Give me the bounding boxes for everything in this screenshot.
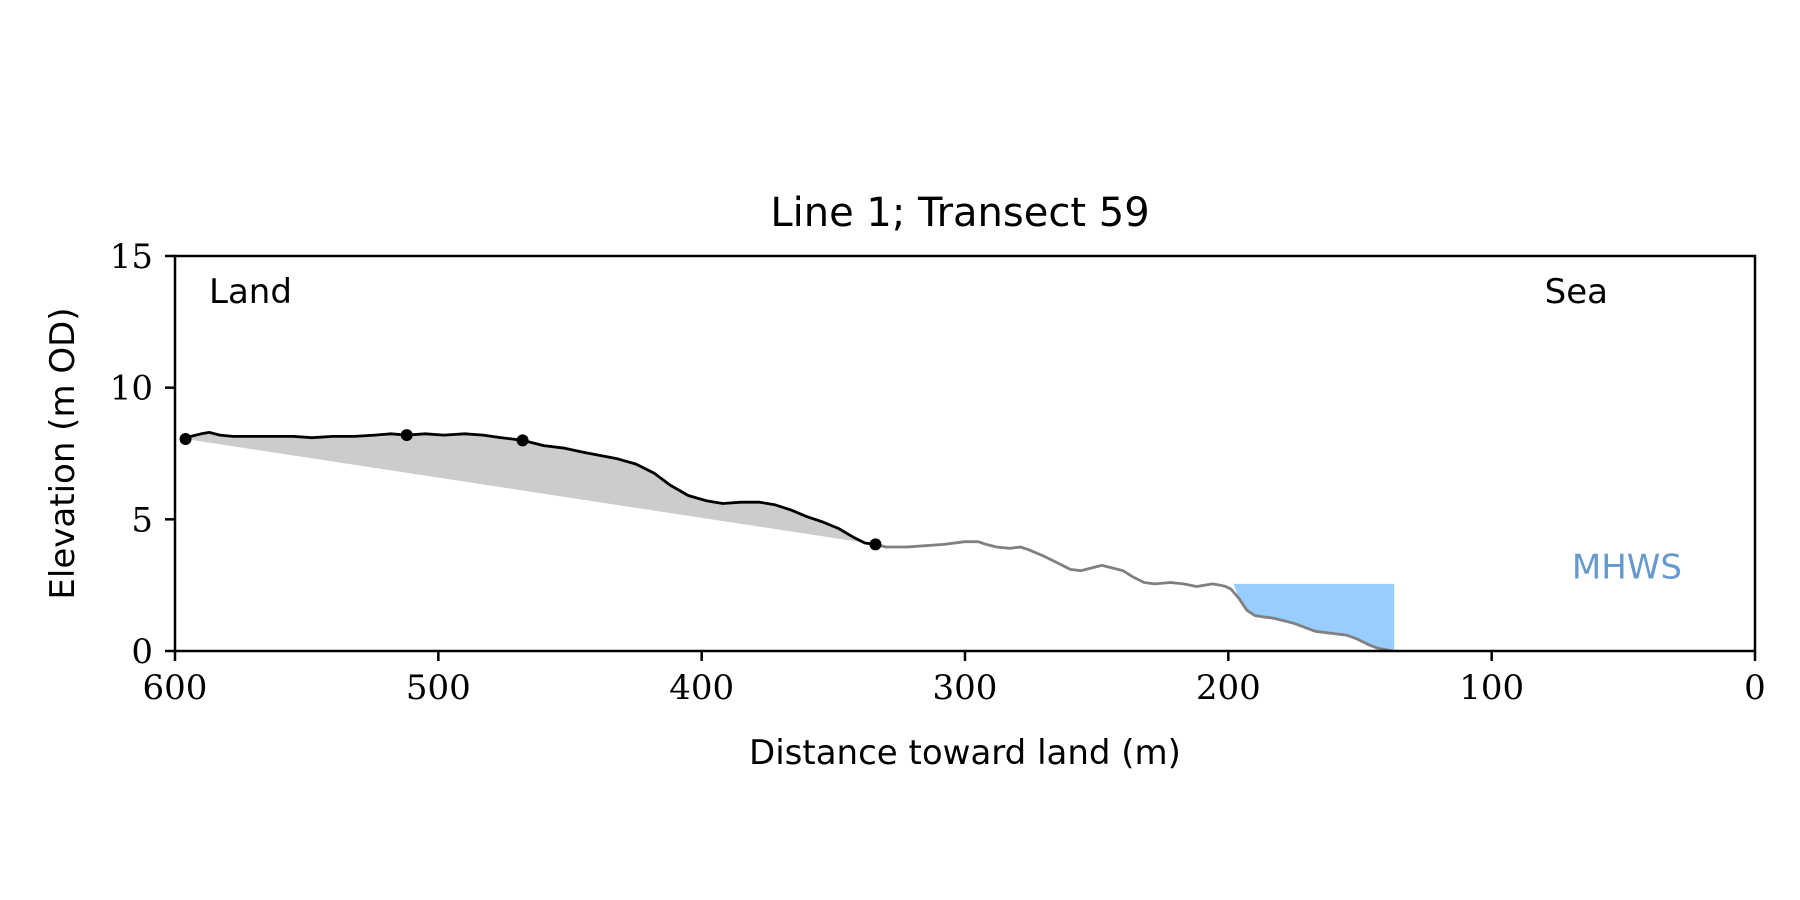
y-axis-label: Elevation (m OD) — [43, 307, 83, 599]
profile-marker-3 — [516, 434, 529, 447]
fill-layer — [185, 432, 876, 545]
x-tick-label: 300 — [933, 668, 998, 708]
y-tick-label: 0 — [131, 632, 153, 672]
x-tick-label: 100 — [1459, 668, 1524, 708]
profile-marker-4 — [869, 538, 882, 551]
mhws-label: MHWS — [1572, 548, 1682, 588]
sea-label: Sea — [1545, 272, 1608, 312]
profile-fill-area — [185, 432, 876, 545]
x-tick-label: 600 — [143, 668, 208, 708]
mhws-layer — [1233, 583, 1395, 651]
marker-layer — [179, 429, 882, 551]
x-axis-ticks: 600 500 400 300 200 100 0 — [143, 651, 1766, 708]
x-tick-label: 500 — [406, 668, 471, 708]
plot-area — [173, 254, 1757, 653]
y-axis-ticks: 0 5 10 15 — [110, 237, 175, 672]
y-tick-label: 15 — [110, 237, 153, 277]
y-tick-label: 10 — [110, 369, 153, 409]
x-tick-label: 200 — [1196, 668, 1261, 708]
y-tick-label: 5 — [131, 500, 153, 540]
x-axis-label: Distance toward land (m) — [749, 733, 1181, 773]
profile-line-seaward — [875, 540, 1392, 653]
profile-line-highlight — [184, 431, 876, 546]
land-label: Land — [209, 272, 292, 312]
line-layer — [184, 431, 1392, 653]
x-tick-label: 0 — [1744, 668, 1766, 708]
chart-title: Line 1; Transect 59 — [770, 190, 1149, 236]
profile-marker-2 — [400, 429, 413, 442]
profile-marker-1 — [179, 433, 192, 446]
mhws-water-area — [1233, 583, 1395, 651]
x-tick-label: 400 — [669, 668, 734, 708]
